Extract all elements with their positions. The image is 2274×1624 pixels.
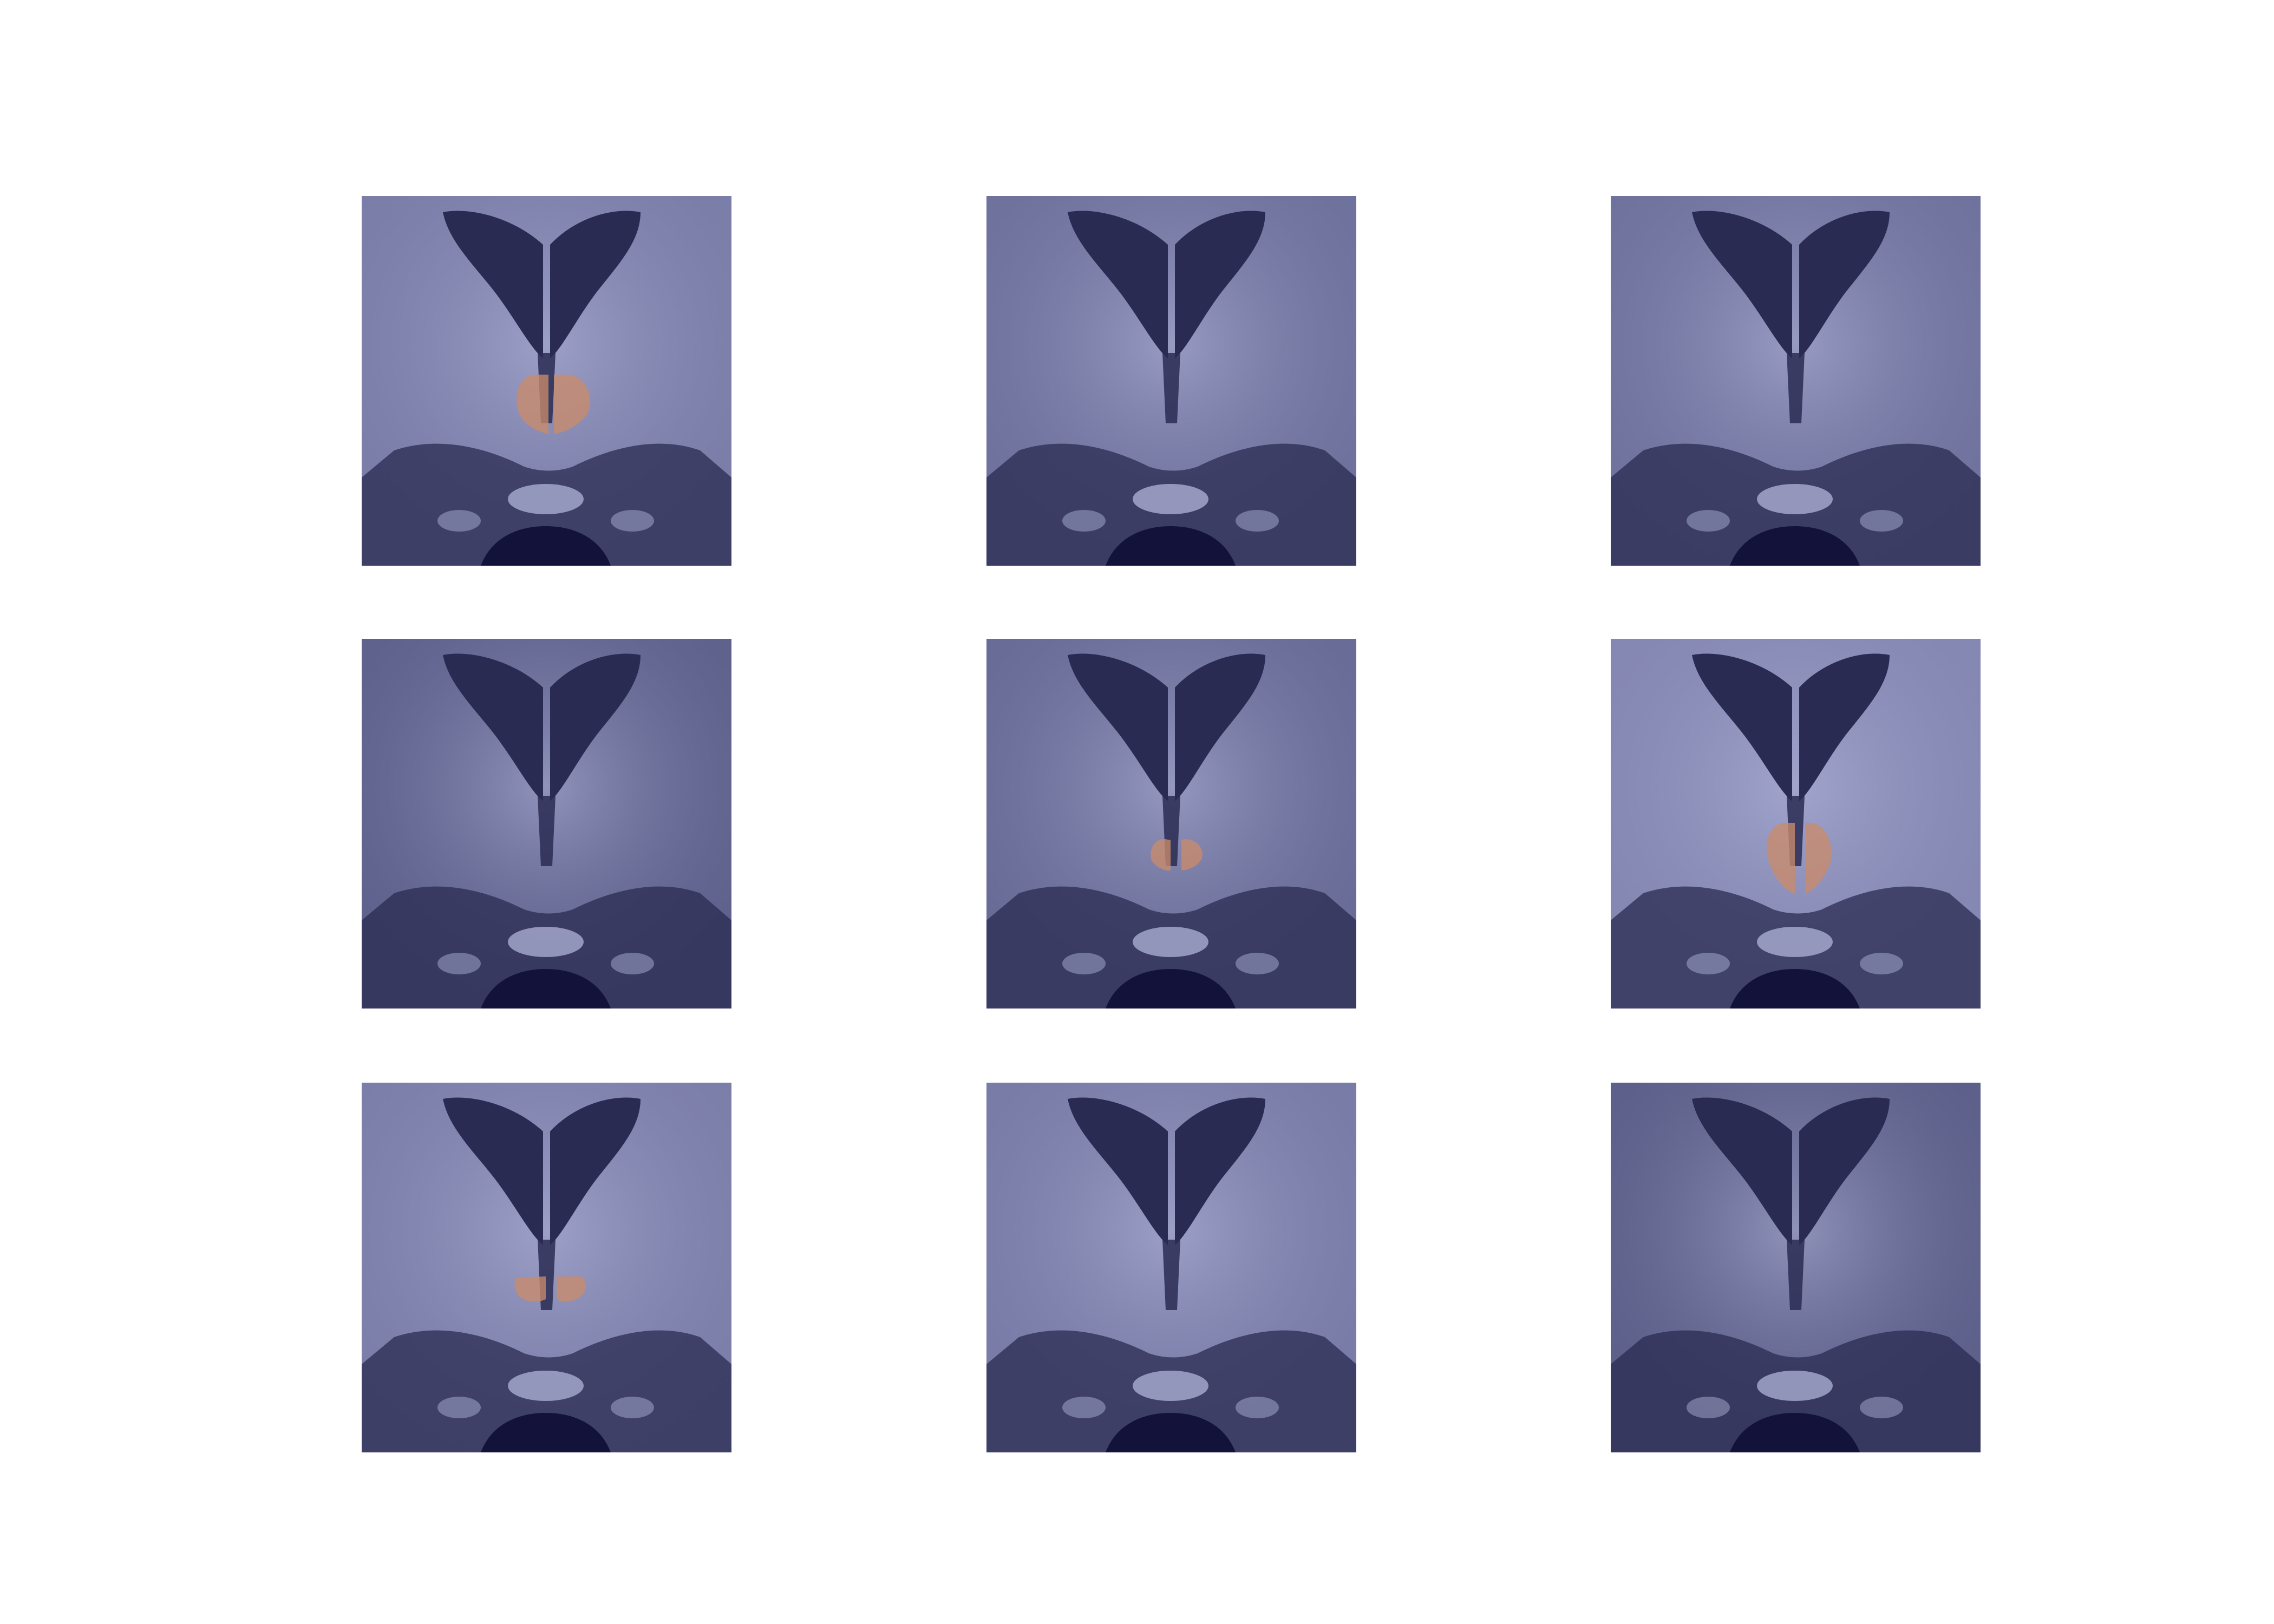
dark-base-region	[1730, 1413, 1860, 1452]
segmentation-overlay	[1151, 839, 1171, 871]
mri-slice-image	[1611, 1083, 1981, 1452]
segmentation-overlay	[514, 1276, 546, 1302]
mri-slice-image	[986, 639, 1356, 1009]
bright-tissue-blob	[1860, 953, 1903, 974]
bright-tissue-blob	[1687, 510, 1730, 532]
bright-tissue-blob	[437, 953, 481, 974]
dark-base-region	[481, 526, 611, 566]
segmentation-overlay	[557, 1276, 586, 1302]
right-ventricle	[550, 1097, 641, 1245]
bright-tissue-blob	[611, 953, 654, 974]
mri-slice-panel	[986, 639, 1356, 1009]
left-ventricle	[1068, 211, 1168, 358]
right-ventricle	[550, 211, 641, 358]
left-ventricle	[1692, 211, 1792, 358]
left-ventricle	[443, 1097, 543, 1245]
bright-tissue-blob	[437, 510, 481, 532]
left-ventricle	[1692, 1097, 1792, 1245]
right-ventricle	[1799, 653, 1890, 801]
dark-base-region	[1106, 1413, 1236, 1452]
mri-slice-image	[362, 639, 731, 1009]
right-ventricle	[1799, 1097, 1890, 1245]
third-ventricle	[1162, 353, 1180, 423]
bright-tissue-blob	[1860, 1397, 1903, 1418]
mri-slice-panel	[986, 196, 1356, 566]
mri-slice-panel	[986, 1083, 1356, 1452]
dark-base-region	[481, 969, 611, 1009]
mri-slice-image	[362, 196, 731, 566]
bright-tissue-blob	[1687, 1397, 1730, 1418]
bright-tissue-blob	[1757, 927, 1833, 957]
third-ventricle	[1162, 1240, 1180, 1310]
right-ventricle	[1175, 653, 1265, 801]
bright-tissue-blob	[1062, 1397, 1106, 1418]
bright-tissue-blob	[1236, 1397, 1279, 1418]
right-ventricle	[1175, 1097, 1265, 1245]
mri-slice-image	[362, 1083, 731, 1452]
right-ventricle	[1799, 211, 1890, 358]
segmentation-overlay	[554, 375, 590, 434]
bright-tissue-blob	[508, 927, 584, 957]
mri-slice-image	[986, 196, 1356, 566]
left-ventricle	[443, 211, 543, 358]
dark-base-region	[481, 1413, 611, 1452]
dark-base-region	[1106, 526, 1236, 566]
dark-base-region	[1730, 526, 1860, 566]
bright-tissue-blob	[1236, 510, 1279, 532]
segmentation-overlay	[1806, 823, 1832, 893]
bright-tissue-blob	[1133, 1371, 1208, 1401]
dark-base-region	[1730, 969, 1860, 1009]
bright-tissue-blob	[437, 1397, 481, 1418]
mri-slice-image	[986, 1083, 1356, 1452]
third-ventricle	[1787, 353, 1805, 423]
bright-tissue-blob	[611, 1397, 654, 1418]
left-ventricle	[1068, 1097, 1168, 1245]
right-ventricle	[550, 653, 641, 801]
bright-tissue-blob	[1757, 484, 1833, 514]
segmentation-overlay	[1767, 823, 1795, 893]
mri-slice-image	[1611, 196, 1981, 566]
bright-tissue-blob	[508, 1371, 584, 1401]
mri-slice-panel	[362, 196, 731, 566]
bright-tissue-blob	[1236, 953, 1279, 974]
bright-tissue-blob	[1062, 510, 1106, 532]
third-ventricle	[538, 796, 556, 866]
bright-tissue-blob	[1062, 953, 1106, 974]
bright-tissue-blob	[1133, 927, 1208, 957]
mri-slice-panel	[362, 639, 731, 1009]
bright-tissue-blob	[1757, 1371, 1833, 1401]
mri-slice-panel	[1611, 1083, 1981, 1452]
bright-tissue-blob	[1687, 953, 1730, 974]
bright-tissue-blob	[1860, 510, 1903, 532]
segmentation-overlay	[1181, 839, 1203, 870]
mri-slice-panel	[1611, 639, 1981, 1009]
dark-base-region	[1106, 969, 1236, 1009]
bright-tissue-blob	[508, 484, 584, 514]
right-ventricle	[1175, 211, 1265, 358]
bright-tissue-blob	[1133, 484, 1208, 514]
left-ventricle	[1068, 653, 1168, 801]
left-ventricle	[443, 653, 543, 801]
left-ventricle	[1692, 653, 1792, 801]
mri-slice-image	[1611, 639, 1981, 1009]
bright-tissue-blob	[611, 510, 654, 532]
third-ventricle	[1787, 1240, 1805, 1310]
mri-slice-panel	[1611, 196, 1981, 566]
mri-slice-panel	[362, 1083, 731, 1452]
segmentation-overlay	[517, 375, 548, 434]
